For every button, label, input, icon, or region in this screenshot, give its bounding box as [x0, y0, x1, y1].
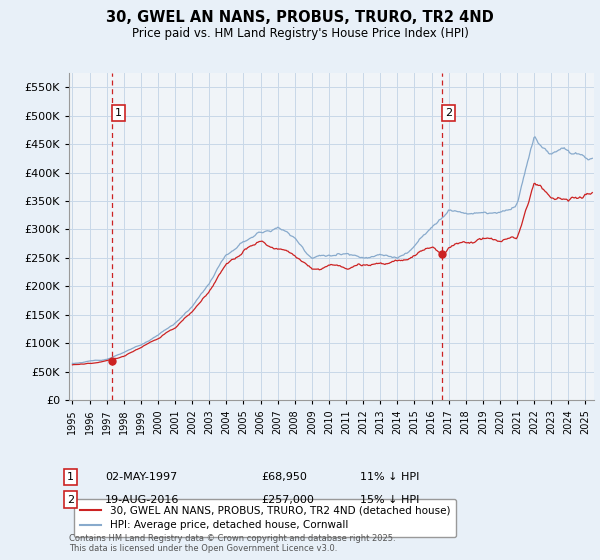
- Text: 1: 1: [115, 108, 122, 118]
- Text: 30, GWEL AN NANS, PROBUS, TRURO, TR2 4ND: 30, GWEL AN NANS, PROBUS, TRURO, TR2 4ND: [106, 10, 494, 25]
- Legend: 30, GWEL AN NANS, PROBUS, TRURO, TR2 4ND (detached house), HPI: Average price, d: 30, GWEL AN NANS, PROBUS, TRURO, TR2 4ND…: [74, 499, 457, 536]
- Text: £257,000: £257,000: [261, 494, 314, 505]
- Text: 02-MAY-1997: 02-MAY-1997: [105, 472, 177, 482]
- Text: £68,950: £68,950: [261, 472, 307, 482]
- Text: Price paid vs. HM Land Registry's House Price Index (HPI): Price paid vs. HM Land Registry's House …: [131, 27, 469, 40]
- Text: 2: 2: [445, 108, 452, 118]
- Text: 1: 1: [67, 472, 74, 482]
- Text: 15% ↓ HPI: 15% ↓ HPI: [360, 494, 419, 505]
- Text: 2: 2: [67, 494, 74, 505]
- Text: Contains HM Land Registry data © Crown copyright and database right 2025.
This d: Contains HM Land Registry data © Crown c…: [69, 534, 395, 553]
- Text: 11% ↓ HPI: 11% ↓ HPI: [360, 472, 419, 482]
- Text: 19-AUG-2016: 19-AUG-2016: [105, 494, 179, 505]
